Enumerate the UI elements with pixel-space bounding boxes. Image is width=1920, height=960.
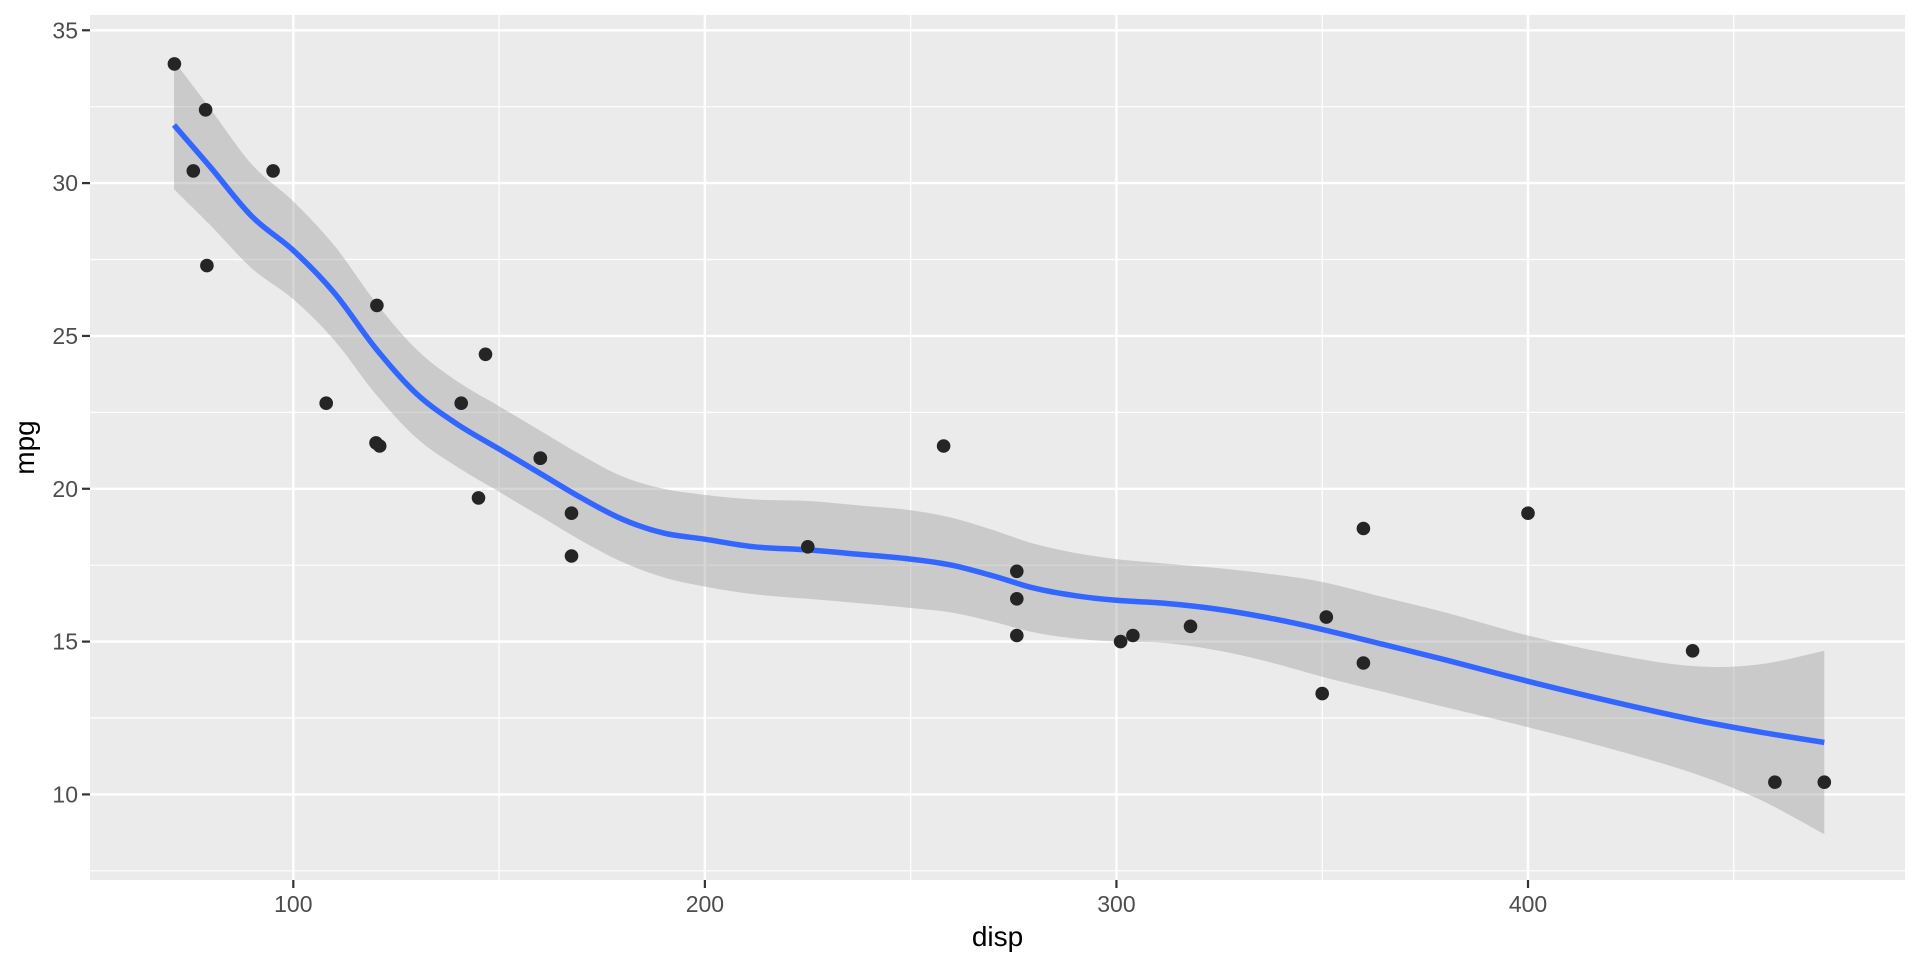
data-point	[801, 540, 815, 554]
data-point	[1356, 521, 1371, 536]
x-axis-title: disp	[972, 921, 1023, 952]
data-point	[370, 298, 384, 313]
grid-minor-group	[90, 15, 1905, 880]
panel-background	[90, 15, 1905, 880]
x-tick-label: 400	[1509, 891, 1547, 917]
axis-labels-group: 100 200 300 400 10 15 20 25 30 35	[52, 17, 1547, 917]
data-point	[936, 439, 951, 453]
data-point	[471, 491, 486, 505]
data-point	[1183, 619, 1198, 634]
data-point	[167, 57, 182, 71]
x-tick-label: 300	[1097, 891, 1135, 917]
data-point	[564, 549, 579, 563]
data-point	[1315, 686, 1329, 701]
y-tick-label: 20	[52, 476, 78, 502]
data-point	[1685, 644, 1700, 658]
data-point	[319, 396, 334, 411]
data-point	[1113, 634, 1128, 649]
x-tick-label: 200	[686, 891, 724, 917]
grid-major-group	[90, 15, 1905, 880]
loess-line	[171, 123, 1825, 746]
data-point	[198, 103, 213, 117]
data-point	[1817, 775, 1832, 789]
y-axis-title: mpg	[9, 420, 40, 474]
data-point	[1126, 628, 1140, 643]
y-tick-label: 10	[52, 781, 78, 807]
data-point	[1319, 610, 1334, 624]
y-tick-label: 35	[52, 17, 78, 43]
data-point	[1010, 628, 1024, 643]
data-point	[372, 439, 387, 453]
data-point	[266, 164, 280, 178]
data-point	[564, 506, 579, 520]
points-group	[167, 57, 1832, 789]
y-tick-label: 15	[52, 629, 78, 655]
data-point	[1010, 592, 1024, 606]
data-point	[1010, 564, 1024, 579]
confidence-ribbon	[174, 60, 1825, 835]
data-point	[1356, 656, 1371, 670]
y-tick-label: 30	[52, 170, 78, 196]
data-point	[200, 258, 214, 273]
data-point	[533, 451, 548, 466]
y-tick-label: 25	[52, 323, 78, 349]
data-point	[1768, 775, 1782, 789]
x-tick-label: 100	[274, 891, 312, 917]
data-point	[1521, 506, 1535, 520]
axis-ticks-group	[82, 29, 1530, 888]
data-point	[454, 396, 469, 411]
data-point	[186, 164, 201, 178]
data-point	[478, 347, 493, 362]
